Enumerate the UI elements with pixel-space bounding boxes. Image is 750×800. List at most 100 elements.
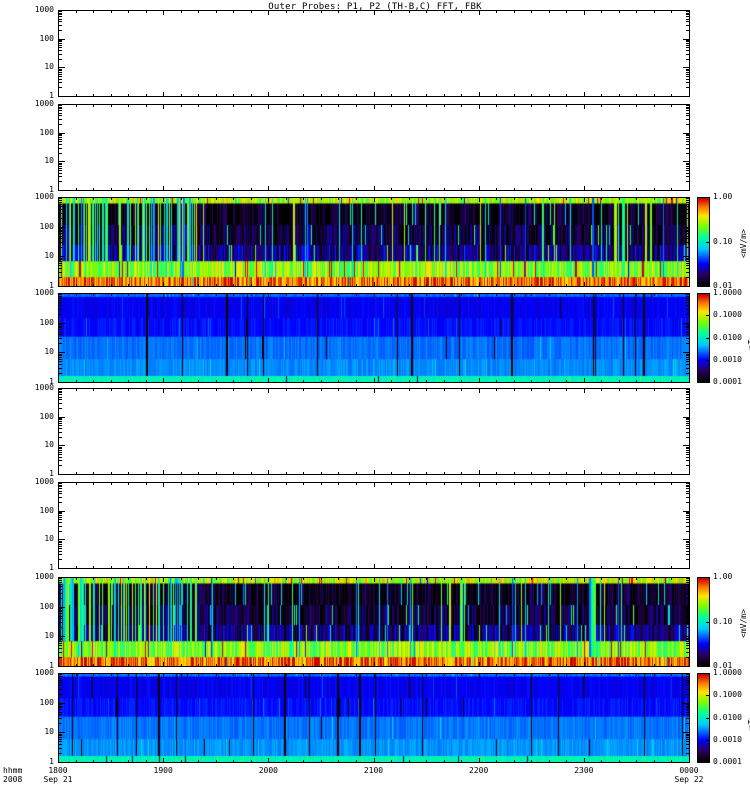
y-tick-minor	[686, 513, 690, 514]
y-tick-minor	[686, 16, 690, 17]
y-tick-minor	[686, 753, 690, 754]
y-tick-minor	[686, 737, 690, 738]
panel-thc-fbk-edc12[interactable]	[58, 577, 690, 667]
panel-thc-ff-1[interactable]	[58, 388, 690, 475]
y-tick-minor	[686, 329, 690, 330]
x-tick-minor	[601, 760, 602, 763]
x-tick-minor	[251, 188, 252, 191]
x-tick-minor	[461, 760, 462, 763]
y-tick-minor	[686, 364, 690, 365]
panel-thb-ff-2[interactable]	[58, 104, 690, 191]
y-tick-major	[58, 197, 65, 198]
y-tick-minor	[686, 519, 690, 520]
x-tick-minor	[128, 472, 129, 475]
spectrogram-canvas-thc-fbk-scm1	[59, 674, 689, 762]
y-tick-minor	[686, 748, 690, 749]
x-tick-minor	[444, 104, 445, 107]
x-tick-minor	[549, 197, 550, 200]
x-tick-label: 2300	[574, 766, 594, 775]
x-tick-minor	[58, 673, 59, 676]
y-tick-major	[683, 539, 690, 540]
y-tick-minor	[58, 531, 62, 532]
x-tick-minor	[146, 293, 147, 296]
panel-thc-fbk-scm1[interactable]	[58, 673, 690, 763]
x-tick-minor	[216, 284, 217, 287]
x-tick-minor	[268, 760, 269, 763]
y-tick-minor	[58, 272, 62, 273]
x-tick-minor	[514, 10, 515, 13]
y-tick-minor	[58, 302, 62, 303]
y-tick-minor	[686, 589, 690, 590]
x-tick-minor	[531, 482, 532, 485]
x-tick-minor	[566, 188, 567, 191]
y-tick-major	[58, 673, 65, 674]
panel-thb-fbk-edc12[interactable]	[58, 197, 690, 287]
x-tick-minor	[496, 388, 497, 391]
y-tick-minor	[58, 652, 62, 653]
y-tick-minor	[686, 526, 690, 527]
y-tick-minor	[58, 259, 62, 260]
x-tick-minor	[356, 188, 357, 191]
x-tick-minor	[128, 104, 129, 107]
x-tick-minor	[374, 673, 375, 676]
y-tick-major	[58, 666, 65, 667]
y-tick-minor	[686, 170, 690, 171]
y-tick-minor	[58, 79, 62, 80]
x-tick-minor	[601, 566, 602, 569]
y-tick-minor	[58, 689, 62, 690]
y-tick-major	[58, 96, 65, 97]
x-tick-minor	[391, 293, 392, 296]
y-tick-minor	[686, 685, 690, 686]
y-tick-minor	[58, 515, 62, 516]
y-tick-minor	[686, 343, 690, 344]
y-tick-major	[58, 445, 65, 446]
x-tick-minor	[338, 388, 339, 391]
y-tick-major	[58, 286, 65, 287]
x-tick-minor	[671, 566, 672, 569]
x-tick-minor	[479, 664, 480, 667]
x-tick-minor	[128, 673, 129, 676]
x-tick-minor	[93, 566, 94, 569]
x-tick-minor	[286, 760, 287, 763]
panel-thc-ff-2[interactable]	[58, 482, 690, 569]
x-tick-minor	[321, 284, 322, 287]
y-tick-major	[58, 482, 65, 483]
x-tick-minor	[356, 760, 357, 763]
panel-thb-fbk-scm1[interactable]	[58, 293, 690, 383]
x-tick-minor	[181, 760, 182, 763]
y-tick-minor	[686, 497, 690, 498]
x-tick-minor	[356, 293, 357, 296]
y-tick-minor	[686, 40, 690, 41]
y-tick-major	[58, 539, 65, 540]
x-tick-minor	[374, 94, 375, 97]
x-tick-minor	[163, 388, 164, 391]
x-tick-minor	[584, 760, 585, 763]
x-tick-minor	[531, 472, 532, 475]
x-tick-minor	[374, 104, 375, 107]
y-tick-minor	[58, 486, 62, 487]
x-tick-minor	[391, 104, 392, 107]
x-tick-minor	[146, 188, 147, 191]
y-tick-minor	[58, 678, 62, 679]
y-tick-minor	[686, 652, 690, 653]
x-tick-minor	[654, 664, 655, 667]
y-tick-major	[683, 256, 690, 257]
y-tick-major	[683, 67, 690, 68]
x-tick-minor	[391, 94, 392, 97]
y-tick-minor	[686, 82, 690, 83]
x-tick-minor	[251, 197, 252, 200]
x-tick-label: 2100	[363, 766, 384, 775]
x-tick-minor	[286, 293, 287, 296]
y-tick-minor	[58, 70, 62, 71]
y-tick-minor	[58, 392, 62, 393]
panel-thb-ff-1[interactable]	[58, 10, 690, 97]
x-tick-minor	[216, 197, 217, 200]
x-tick-minor	[671, 293, 672, 296]
x-tick-minor	[479, 566, 480, 569]
y-tick-minor	[686, 168, 690, 169]
y-tick-major	[683, 382, 690, 383]
y-tick-minor	[686, 144, 690, 145]
x-tick-minor	[496, 760, 497, 763]
x-tick-minor	[619, 566, 620, 569]
y-tick-minor	[58, 517, 62, 518]
